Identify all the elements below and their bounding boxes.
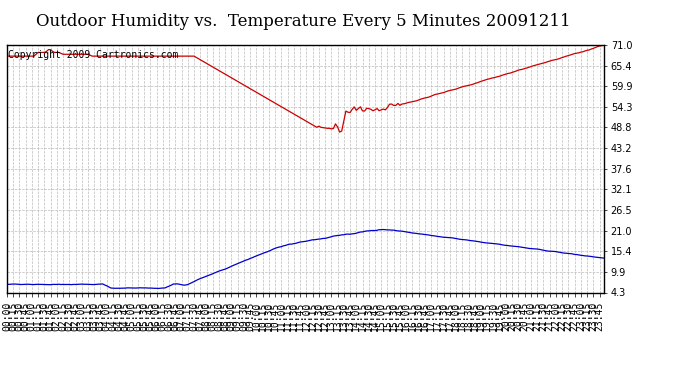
Text: Outdoor Humidity vs.  Temperature Every 5 Minutes 20091211: Outdoor Humidity vs. Temperature Every 5… (37, 13, 571, 30)
Text: Copyright 2009 Cartronics.com: Copyright 2009 Cartronics.com (8, 50, 179, 60)
